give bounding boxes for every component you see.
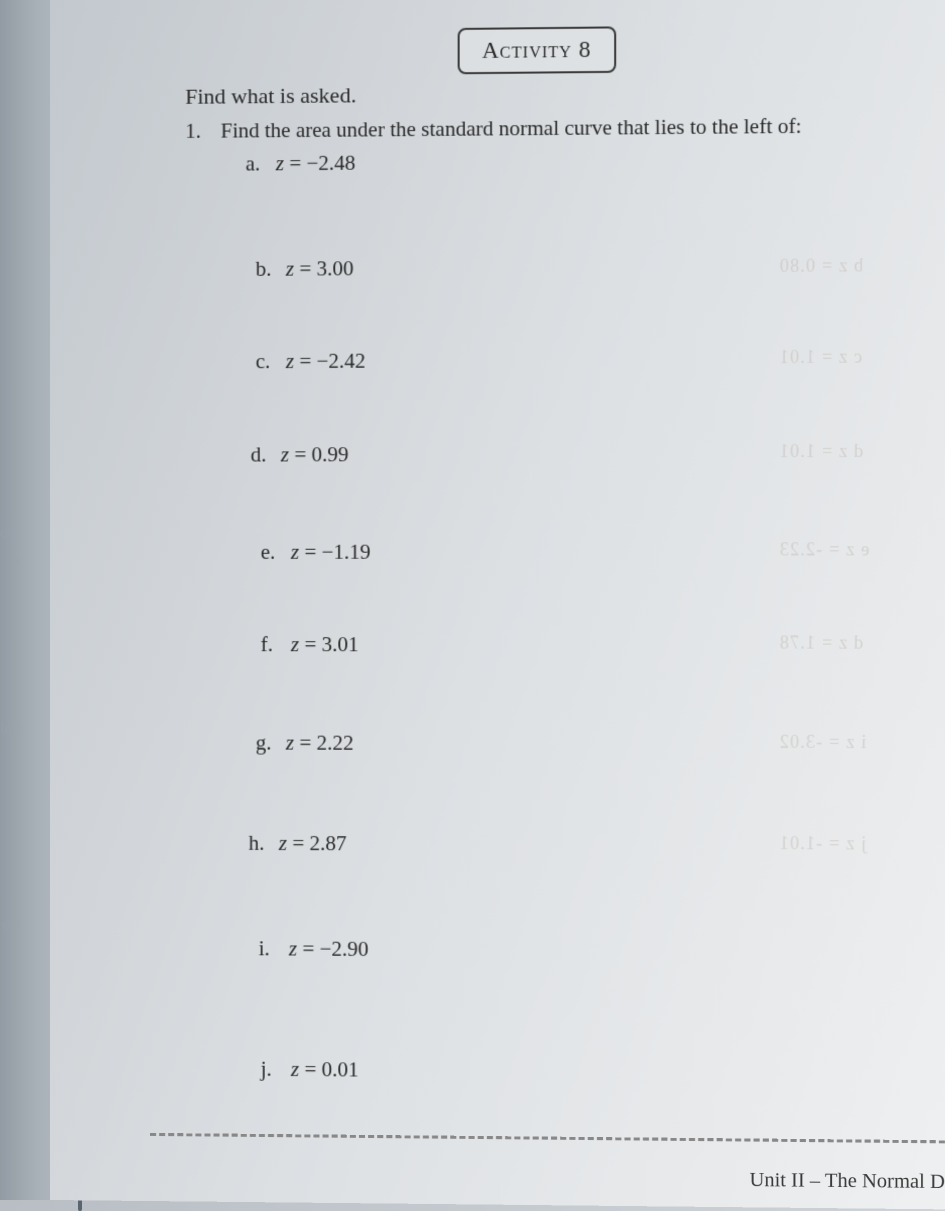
bleed-through-text: j z = -1.01 [779, 833, 866, 855]
page-content: Activity 8 Find what is asked. 1. Find t… [50, 0, 945, 1210]
item-equation: z = 0.01 [291, 1057, 359, 1082]
bleed-through-text: d z = 1.78 [779, 632, 863, 653]
problem-item-a: a.z = −2.48 [246, 151, 356, 177]
item-letter: d. [251, 442, 281, 467]
item-letter: i. [259, 936, 289, 961]
item-equation: z = 3.01 [291, 632, 359, 656]
item-letter: c. [256, 349, 286, 374]
left-edge-bleed: bo [0, 525, 16, 543]
instruction-text: Find what is asked. [185, 82, 356, 110]
problem-item-h: h.z = 2.87 [249, 831, 347, 857]
left-edge-bleed: bol [0, 720, 20, 738]
question-text: Find the area under the standard normal … [221, 114, 802, 143]
question-number: 1. [185, 119, 215, 144]
bleed-through-text: c z = 1.01 [779, 346, 862, 368]
item-equation: z = −2.90 [289, 936, 369, 961]
footer-unit-label: Unit II – The Normal Dis [750, 1169, 945, 1194]
item-equation: z = 3.00 [286, 256, 354, 281]
left-edge-bleed: bot [0, 918, 20, 936]
activity-title-box: Activity 8 [458, 26, 616, 74]
bleed-through-text: b z = 0.80 [779, 255, 863, 277]
problem-item-j: j.z = 0.01 [261, 1057, 359, 1083]
dashed-separator [150, 1133, 945, 1144]
problem-item-d: d.z = 0.99 [251, 442, 349, 467]
bleed-through-text: e z = -2.23 [779, 539, 869, 560]
item-letter: f. [261, 632, 291, 657]
problem-item-b: b.z = 3.00 [256, 256, 354, 282]
item-equation: z = 0.99 [281, 442, 349, 466]
item-letter: b. [256, 257, 286, 282]
item-equation: z = 2.87 [279, 831, 347, 855]
left-edge-bleed: s [15, 552, 21, 570]
problem-item-g: g.z = 2.22 [256, 730, 354, 755]
problem-item-c: c.z = −2.42 [256, 349, 366, 375]
activity-title: Activity 8 [482, 37, 592, 63]
bleed-through-text: i z = -3.02 [779, 732, 866, 753]
problem-item-i: i.z = −2.90 [259, 936, 369, 962]
bleed-through-text: d z = 1.01 [779, 441, 863, 462]
item-equation: z = −2.42 [286, 349, 366, 373]
question-1: 1. Find the area under the standard norm… [185, 114, 801, 144]
problem-item-e: e.z = −1.19 [261, 540, 371, 565]
item-equation: z = 2.22 [286, 731, 354, 755]
item-letter: e. [261, 540, 291, 565]
item-letter: a. [246, 151, 276, 176]
item-equation: z = −2.48 [276, 151, 356, 176]
item-equation: z = −1.19 [291, 540, 371, 564]
item-letter: j. [261, 1057, 291, 1082]
item-letter: g. [256, 730, 286, 755]
problem-item-f: f.z = 3.01 [261, 632, 359, 657]
item-letter: h. [249, 831, 279, 856]
